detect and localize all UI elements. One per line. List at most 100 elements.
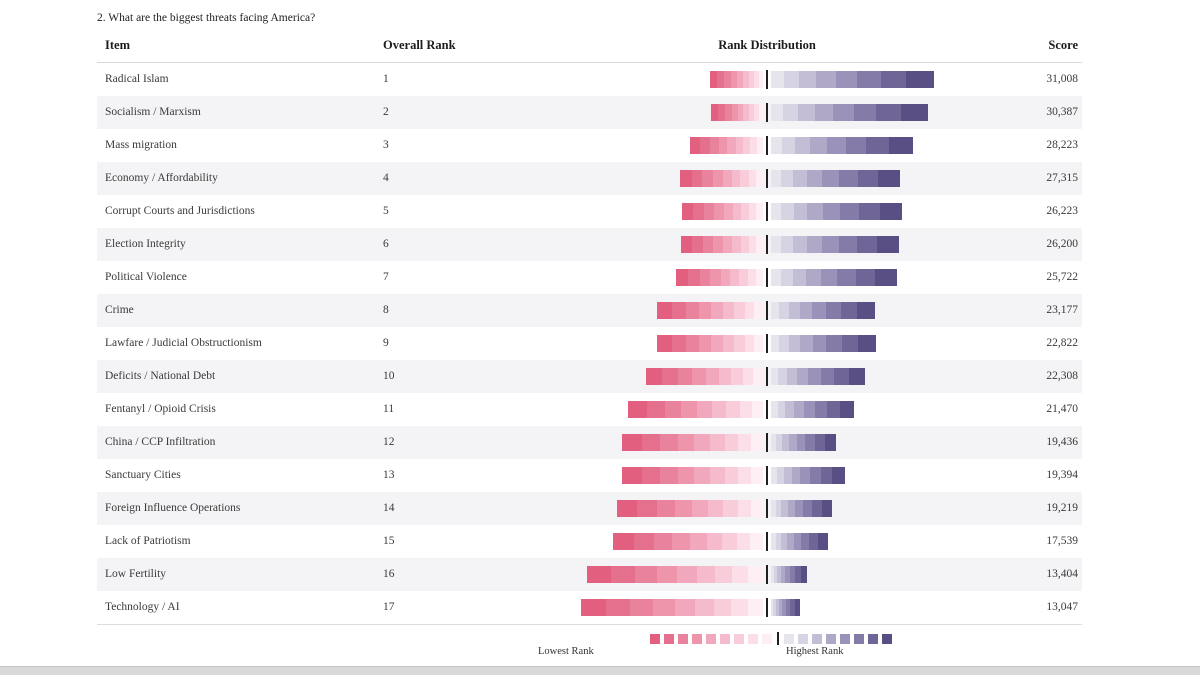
- low-rank-segment-group: [587, 566, 763, 583]
- rank-segment: [692, 236, 704, 253]
- item-label: Fentanyl / Opioid Crisis: [105, 403, 216, 415]
- rank-segment: [710, 434, 725, 451]
- rank-segment: [714, 203, 724, 220]
- median-tick: [766, 334, 768, 353]
- rank-segment: [748, 566, 763, 583]
- rank-segment: [771, 368, 779, 385]
- rank-segment: [781, 170, 794, 187]
- rank-segment: [739, 269, 748, 286]
- high-rank-segment-group: [771, 401, 854, 418]
- rank-segment: [773, 566, 778, 583]
- rank-segment: [748, 203, 757, 220]
- high-rank-segment-group: [771, 269, 897, 286]
- rank-segment: [691, 170, 703, 187]
- rank-segment: [750, 533, 763, 550]
- overall-rank-value: 15: [383, 535, 395, 547]
- rank-distribution-bar: [97, 70, 1082, 89]
- score-value: 19,436: [1046, 436, 1078, 448]
- column-header-rank-distribution: Rank Distribution: [718, 38, 816, 52]
- median-tick: [766, 301, 768, 320]
- rank-segment: [672, 533, 691, 550]
- score-value: 22,308: [1046, 370, 1078, 382]
- rank-segment: [795, 566, 801, 583]
- rank-segment: [776, 434, 783, 451]
- rank-segment: [853, 104, 877, 121]
- rank-segment: [779, 335, 790, 352]
- table-row: Technology / AI 17 13,047: [97, 591, 1082, 624]
- rank-distribution-bar: [97, 400, 1082, 419]
- rank-segment: [692, 500, 709, 517]
- rank-segment: [685, 302, 699, 319]
- rank-segment: [657, 335, 672, 352]
- rank-segment: [771, 467, 777, 484]
- rank-segment: [703, 203, 715, 220]
- rank-segment: [723, 500, 738, 517]
- rank-segment: [806, 236, 822, 253]
- column-header-item: Item: [105, 38, 130, 52]
- low-rank-segment-group: [711, 104, 763, 121]
- rank-segment: [756, 203, 763, 220]
- rank-segment: [771, 269, 782, 286]
- rank-segment: [785, 401, 795, 418]
- low-rank-segment-group: [581, 599, 763, 616]
- rank-segment: [888, 137, 913, 154]
- rank-segment: [820, 269, 838, 286]
- rank-distribution-bar: [97, 367, 1082, 386]
- rank-segment: [674, 599, 695, 616]
- low-rank-segment-group: [690, 137, 763, 154]
- rank-distribution-bar: [97, 565, 1082, 584]
- rank-segment: [713, 236, 724, 253]
- rank-segment: [796, 434, 806, 451]
- rank-segment: [826, 335, 842, 352]
- rank-segment: [816, 71, 836, 88]
- rank-segment: [771, 401, 778, 418]
- rank-segment: [736, 533, 751, 550]
- rank-segment: [709, 137, 719, 154]
- low-rank-segment-group: [617, 500, 763, 517]
- legend-square: [798, 633, 808, 644]
- rank-segment: [732, 566, 749, 583]
- median-tick: [766, 433, 768, 452]
- rank-segment: [674, 500, 692, 517]
- rank-segment: [771, 170, 782, 187]
- rank-segment: [818, 533, 828, 550]
- rank-segment: [677, 566, 697, 583]
- rank-segment: [712, 170, 723, 187]
- rank-segment: [734, 335, 745, 352]
- rank-segment: [740, 170, 749, 187]
- rank-segment: [756, 137, 763, 154]
- rank-segment: [743, 137, 751, 154]
- rank-segment: [754, 335, 763, 352]
- rank-segment: [737, 71, 744, 88]
- rank-segment: [706, 533, 723, 550]
- rank-distribution-bar: [97, 136, 1082, 155]
- rank-segment: [799, 302, 813, 319]
- rank-segment: [814, 104, 834, 121]
- rank-segment: [793, 533, 802, 550]
- table-row: Foreign Influence Operations 14 19,219: [97, 492, 1082, 525]
- legend-square: [748, 633, 758, 644]
- rank-distribution-bar: [97, 103, 1082, 122]
- rank-segment: [786, 599, 791, 616]
- rank-segment: [856, 71, 881, 88]
- rank-segment: [715, 566, 733, 583]
- legend-square: [784, 633, 794, 644]
- overall-rank-value: 13: [383, 469, 395, 481]
- high-rank-segment-group: [771, 302, 875, 319]
- rank-segment: [793, 236, 807, 253]
- legend-square: [650, 633, 660, 644]
- rank-segment: [587, 566, 612, 583]
- rank-distribution-bar: [97, 532, 1082, 551]
- median-tick: [766, 136, 768, 155]
- rank-segment: [840, 302, 858, 319]
- rank-segment: [771, 566, 774, 583]
- rank-segment: [879, 203, 902, 220]
- rank-segment: [738, 467, 752, 484]
- rank-segment: [712, 401, 727, 418]
- high-rank-segment-group: [771, 566, 807, 583]
- rank-segment: [741, 203, 749, 220]
- rank-segment: [755, 269, 763, 286]
- rank-segment: [906, 71, 934, 88]
- rank-segment: [798, 104, 815, 121]
- rank-segment: [710, 467, 725, 484]
